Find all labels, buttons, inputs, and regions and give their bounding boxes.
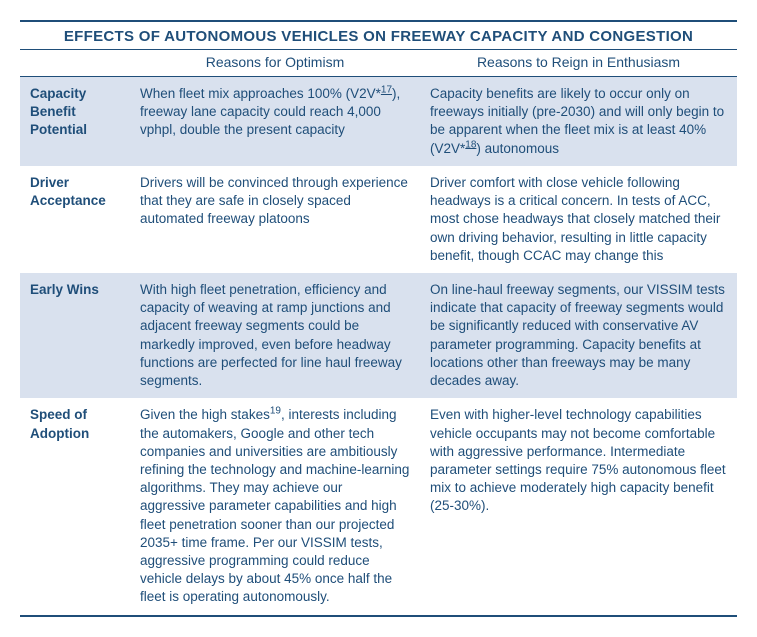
cell-caution: Driver comfort with close vehicle follow… <box>420 166 737 273</box>
cell-optimism: With high fleet penetration, efficiency … <box>130 273 420 398</box>
table-row: Early WinsWith high fleet penetration, e… <box>20 273 737 398</box>
header-label <box>20 50 130 77</box>
header-caution: Reasons to Reign in Enthusiasm <box>420 50 737 77</box>
cell-optimism: Drivers will be convinced through experi… <box>130 166 420 273</box>
cell-caution: Capacity benefits are likely to occur on… <box>420 77 737 166</box>
header-optimism: Reasons for Optimism <box>130 50 420 77</box>
table-row: Driver AcceptanceDrivers will be convinc… <box>20 166 737 273</box>
row-label: Driver Acceptance <box>20 166 130 273</box>
effects-table: EFFECTS OF AUTONOMOUS VEHICLES ON FREEWA… <box>20 20 737 617</box>
row-label: Speed of Adoption <box>20 398 130 614</box>
cell-caution: Even with higher-level technology capabi… <box>420 398 737 614</box>
header-row: Reasons for Optimism Reasons to Reign in… <box>20 50 737 77</box>
comparison-table: Reasons for Optimism Reasons to Reign in… <box>20 50 737 615</box>
row-label: Early Wins <box>20 273 130 398</box>
cell-optimism: Given the high stakes19, interests inclu… <box>130 398 420 614</box>
row-label: Capacity Benefit Potential <box>20 77 130 166</box>
cell-optimism: When fleet mix approaches 100% (V2V*17),… <box>130 77 420 166</box>
cell-caution: On line-haul freeway segments, our VISSI… <box>420 273 737 398</box>
table-row: Capacity Benefit PotentialWhen fleet mix… <box>20 77 737 166</box>
table-title: EFFECTS OF AUTONOMOUS VEHICLES ON FREEWA… <box>20 22 737 50</box>
table-row: Speed of AdoptionGiven the high stakes19… <box>20 398 737 614</box>
